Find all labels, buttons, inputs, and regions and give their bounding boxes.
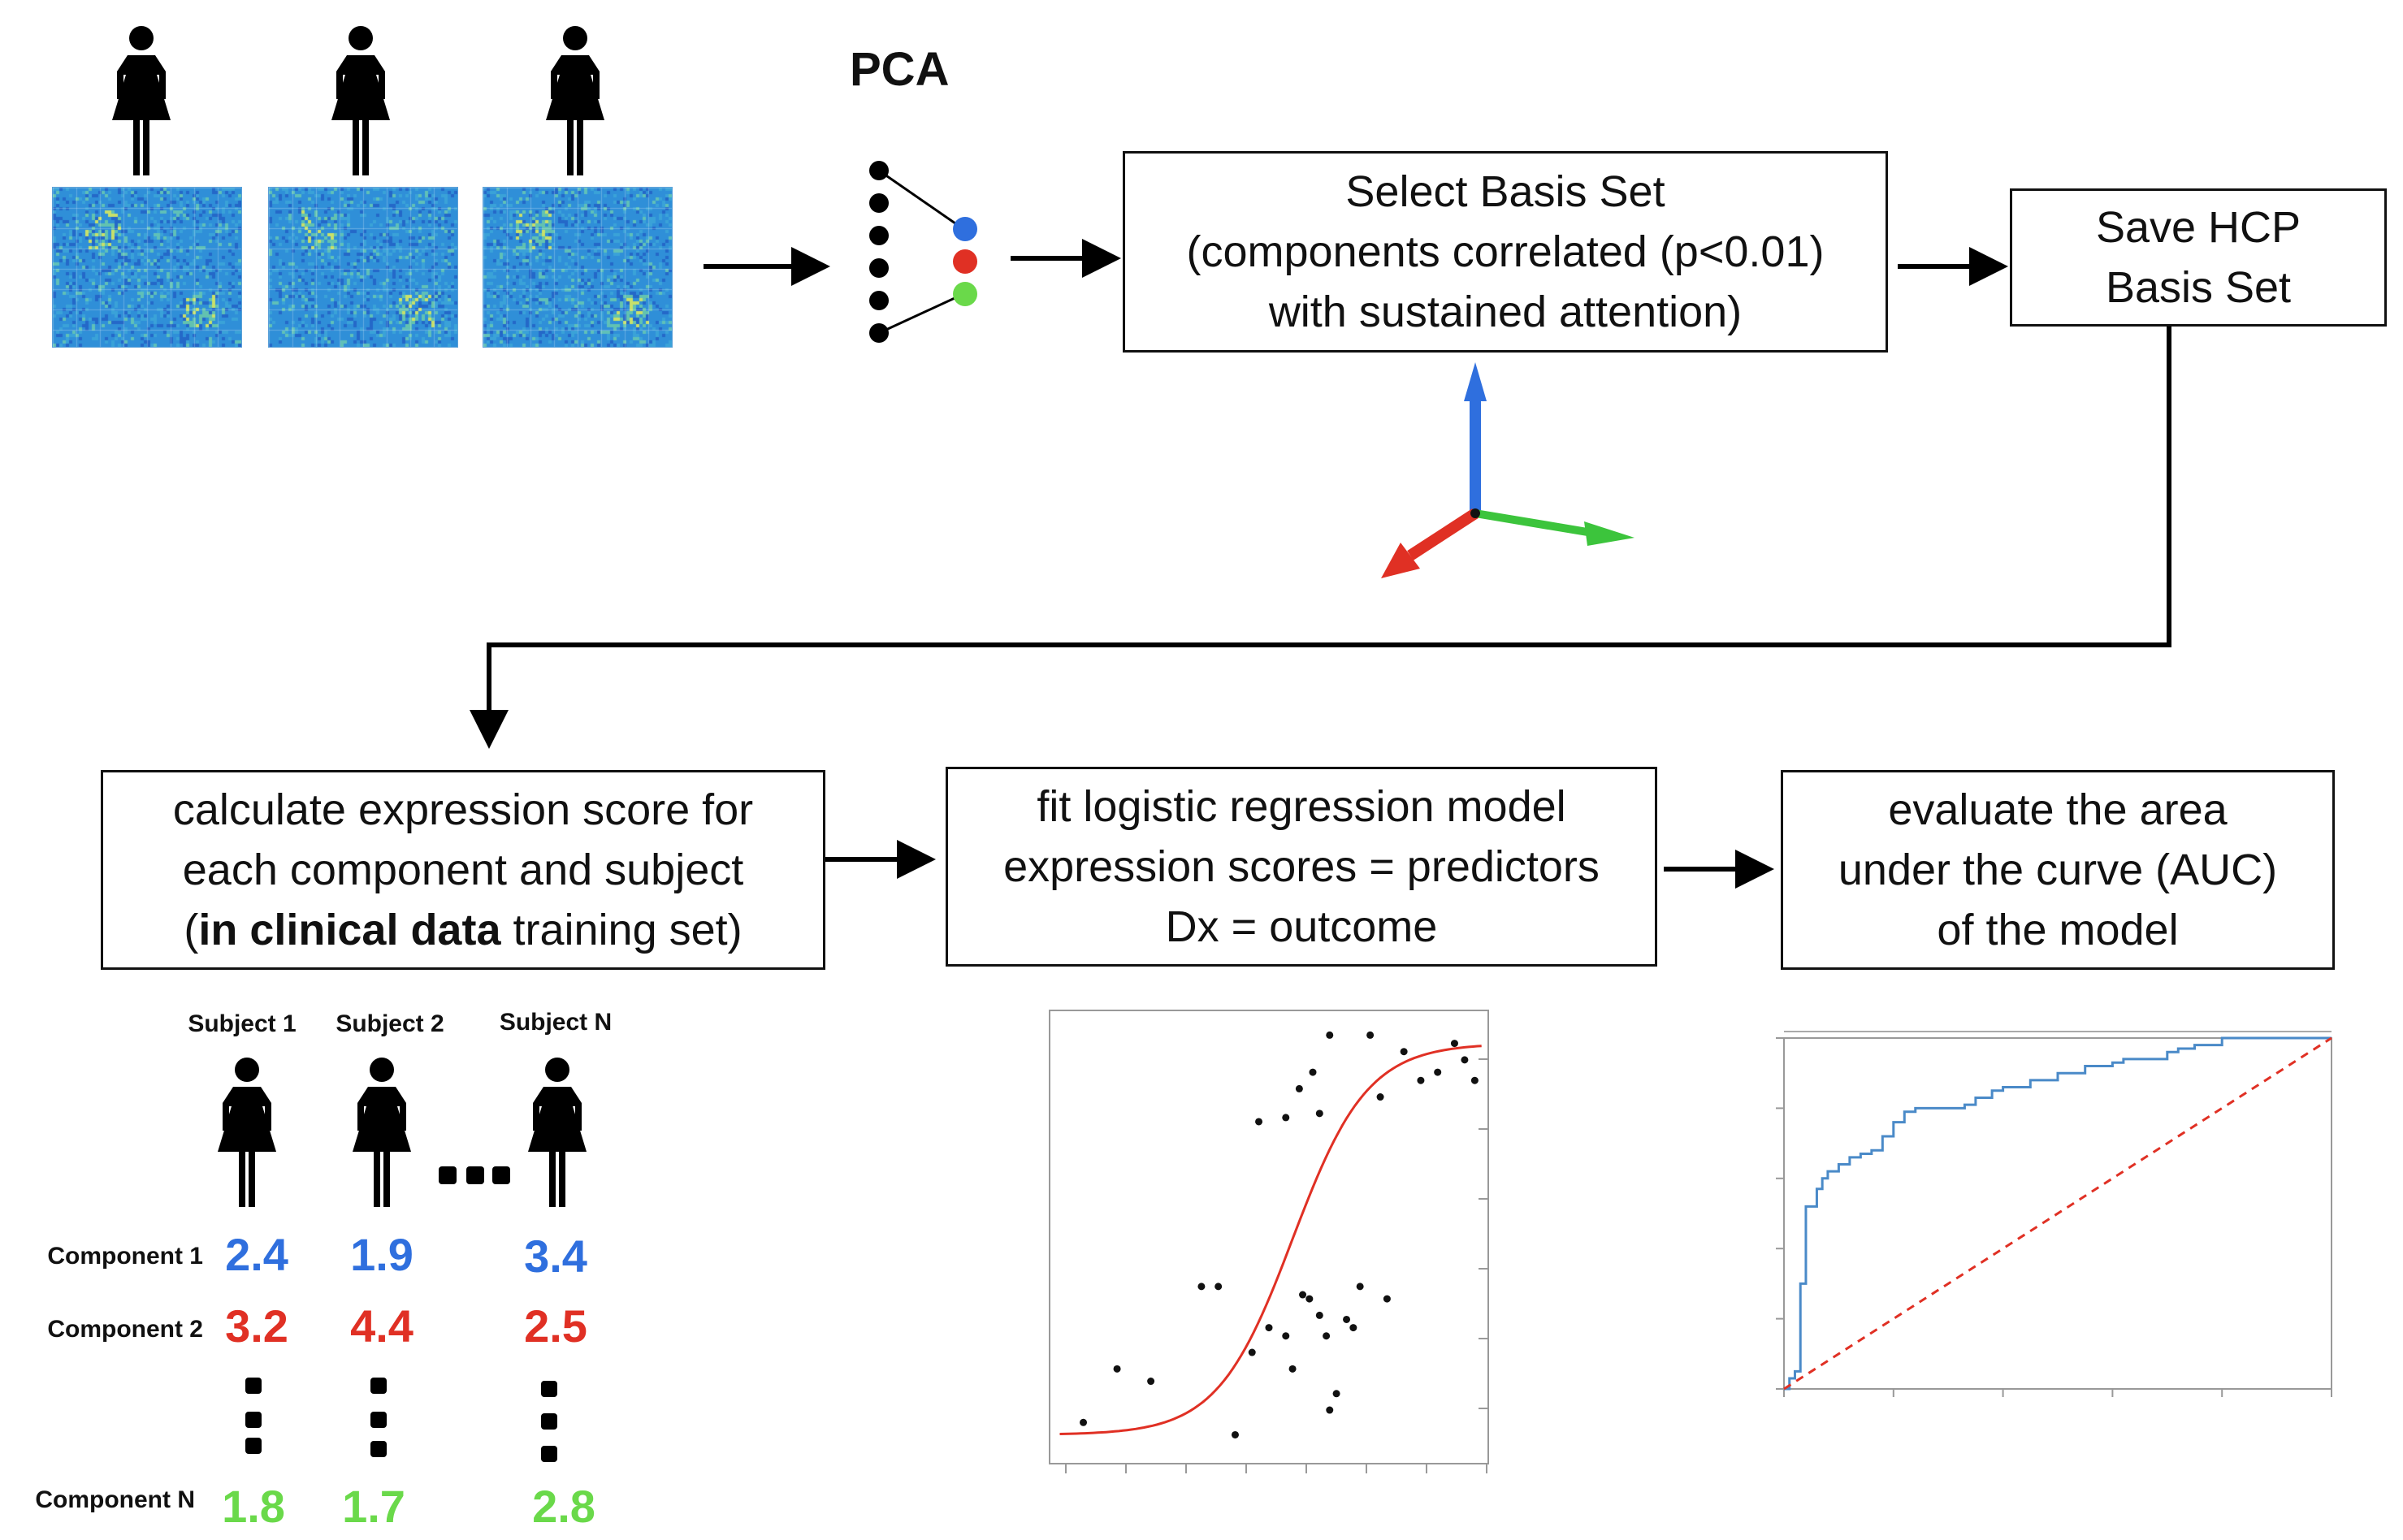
data-point — [1326, 1406, 1334, 1414]
component-2-value: 3.2 — [225, 1300, 288, 1352]
calculate-expression-box: calculate expression score for each comp… — [101, 770, 825, 970]
data-point — [1470, 1076, 1479, 1084]
data-point — [1214, 1283, 1223, 1291]
connectivity-matrix-2 — [268, 187, 458, 348]
save-hcp-line-2: Basis Set — [2105, 263, 2292, 312]
data-point — [1305, 1295, 1314, 1303]
ellipsis-horizontal — [439, 1166, 510, 1184]
data-point — [1295, 1084, 1303, 1092]
pca-title: PCA — [850, 43, 950, 96]
data-point — [1299, 1291, 1307, 1299]
roc-plot-frame — [1783, 1037, 2332, 1390]
data-point — [1080, 1418, 1088, 1426]
subject-label-n: Subject N — [499, 1009, 613, 1036]
data-point — [1315, 1311, 1323, 1319]
fit-line-1: fit logistic regression model — [1037, 782, 1566, 831]
data-point — [1400, 1048, 1408, 1056]
roc-curve — [1784, 1036, 2332, 1391]
data-point — [1255, 1118, 1263, 1126]
calc-line-3-pre: ( — [184, 906, 199, 954]
data-point — [1231, 1430, 1239, 1438]
evaluate-auc-box: evaluate the area under the curve (AUC) … — [1781, 770, 2335, 970]
save-hcp-line-1: Save HCP — [2095, 203, 2301, 252]
component-n-value: 1.7 — [342, 1481, 405, 1532]
data-point — [1248, 1348, 1256, 1356]
data-point — [1366, 1031, 1375, 1039]
connectivity-matrix-1 — [52, 187, 242, 348]
data-point — [1326, 1031, 1334, 1039]
data-point — [1315, 1110, 1323, 1118]
evaluate-line-2: under the curve (AUC) — [1838, 846, 2278, 894]
calc-line-3-bold: in clinical data — [198, 906, 501, 954]
pca-network-icon — [869, 161, 977, 343]
subject-label-2: Subject 2 — [336, 1010, 444, 1037]
data-point — [1197, 1283, 1206, 1291]
component-1-value: 3.4 — [524, 1231, 587, 1282]
save-hcp-box: Save HCP Basis Set — [2010, 188, 2387, 327]
data-point — [1349, 1324, 1357, 1332]
component-1-value: 1.9 — [350, 1229, 413, 1280]
data-point — [1147, 1378, 1155, 1386]
component-n-value: 1.8 — [222, 1481, 285, 1532]
ellipsis-vertical — [245, 1378, 557, 1462]
fit-line-3: Dx = outcome — [1165, 902, 1438, 951]
evaluate-line-3: of the model — [1937, 906, 2179, 954]
data-point — [1434, 1068, 1442, 1076]
chance-line — [1783, 1036, 2332, 1391]
data-point — [1282, 1332, 1290, 1340]
data-point — [1309, 1068, 1317, 1076]
calc-line-3: (in clinical data training set) — [184, 900, 742, 960]
select-basis-line-3: with sustained attention) — [1268, 288, 1743, 336]
data-point — [1343, 1315, 1351, 1323]
select-basis-line-1: Select Basis Set — [1345, 167, 1665, 216]
calc-line-2: each component and subject — [182, 846, 744, 894]
connector-line — [470, 327, 2171, 749]
connectivity-matrix-3 — [483, 187, 673, 348]
select-basis-set-box: Select Basis Set (components correlated … — [1123, 151, 1888, 353]
axes-3d-icon — [1381, 362, 1634, 578]
component-label-n: Component N — [35, 1486, 195, 1513]
component-label-2: Component 2 — [47, 1316, 203, 1343]
fit-model-box: fit logistic regression model expression… — [946, 767, 1657, 967]
subject-label-1: Subject 1 — [188, 1010, 297, 1037]
data-point — [1113, 1365, 1121, 1373]
data-point — [1282, 1114, 1290, 1122]
logistic-curve — [1059, 1045, 1482, 1435]
component-2-value: 4.4 — [350, 1300, 413, 1352]
data-point — [1323, 1332, 1331, 1340]
component-n-value: 2.8 — [532, 1481, 595, 1532]
fit-line-2: expression scores = predictors — [1003, 842, 1600, 891]
calc-line-1: calculate expression score for — [172, 785, 754, 834]
evaluate-line-1: evaluate the area — [1888, 785, 2228, 834]
select-basis-line-2: (components correlated (p<0.01) — [1186, 227, 1825, 276]
data-point — [1450, 1040, 1458, 1048]
data-point — [1356, 1283, 1364, 1291]
calc-line-3-post: training set) — [500, 906, 743, 954]
data-point — [1383, 1295, 1391, 1303]
data-point — [1288, 1365, 1297, 1373]
data-point — [1332, 1390, 1340, 1398]
data-point — [1265, 1324, 1273, 1332]
data-point — [1376, 1093, 1384, 1101]
data-point — [1417, 1076, 1425, 1084]
component-label-1: Component 1 — [47, 1243, 203, 1270]
component-1-value: 2.4 — [225, 1229, 288, 1280]
data-point — [1461, 1056, 1469, 1064]
component-2-value: 2.5 — [524, 1300, 587, 1352]
logit-plot-frame — [1049, 1010, 1489, 1464]
